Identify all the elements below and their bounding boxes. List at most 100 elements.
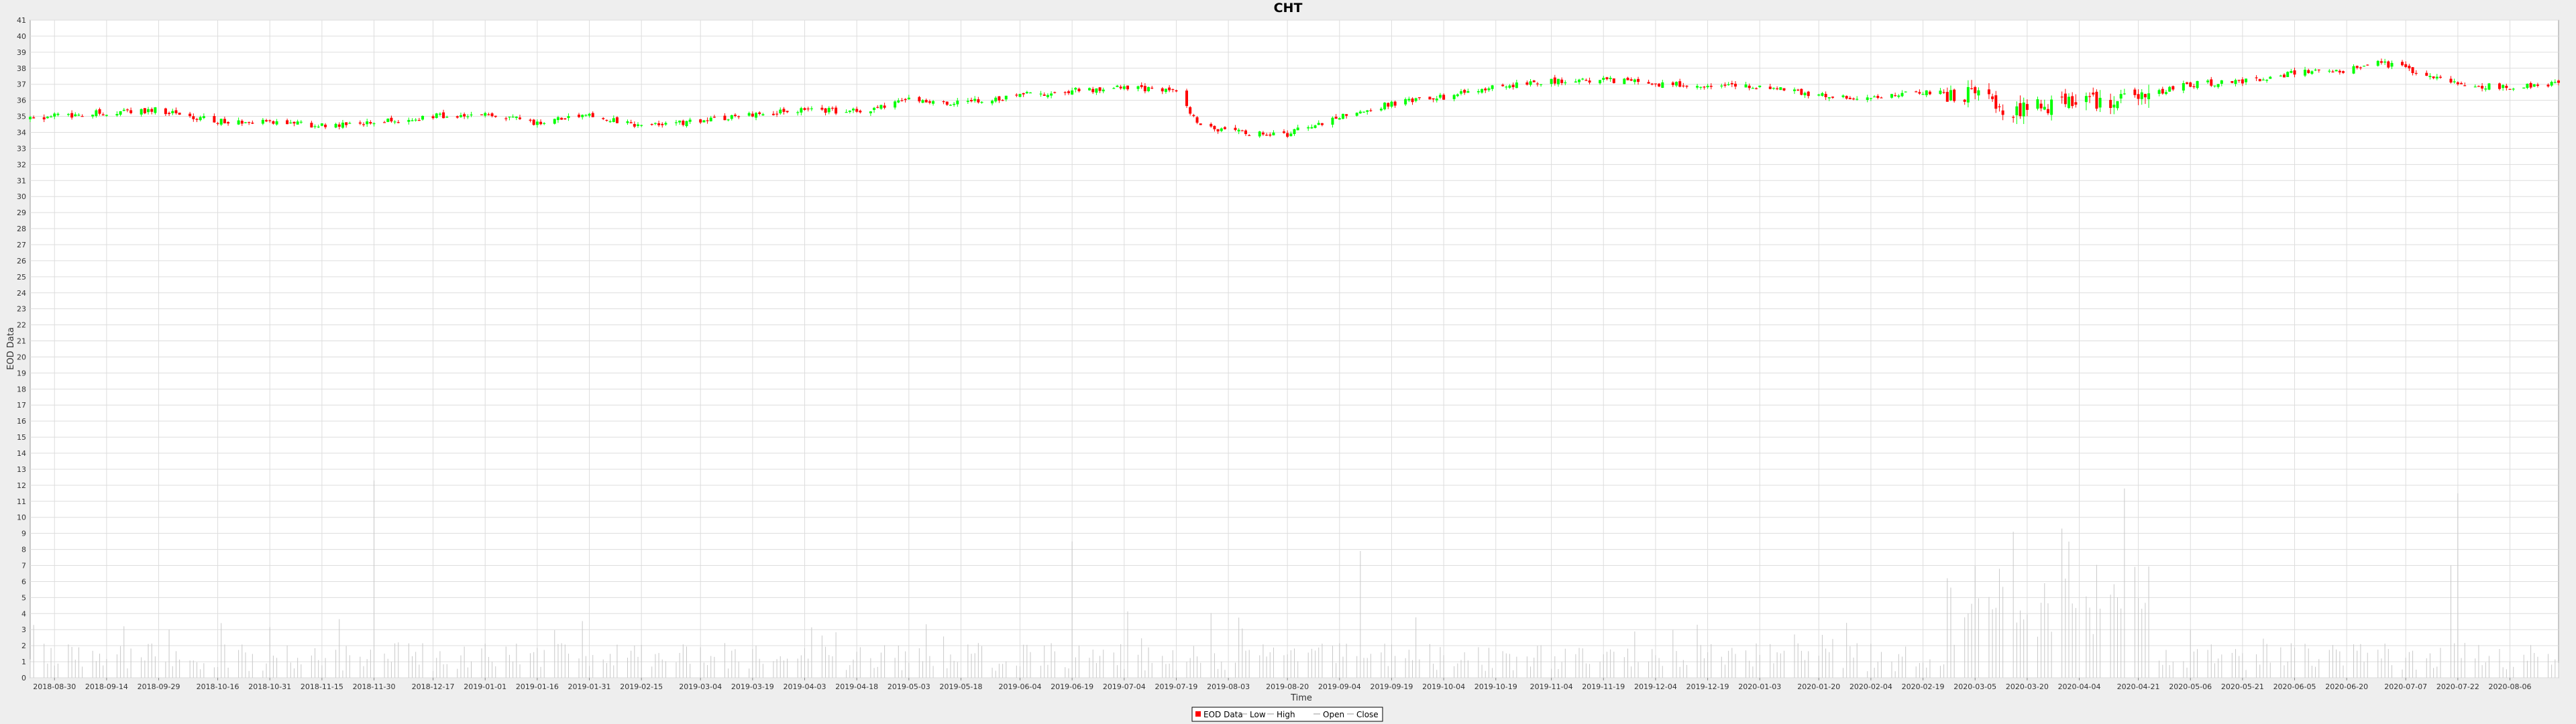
- candle-body: [1994, 95, 1998, 109]
- candle-body: [337, 124, 341, 127]
- candle-body: [1046, 95, 1049, 97]
- x-tick-label: 2019-07-19: [1155, 682, 1198, 691]
- candle-body: [53, 113, 56, 117]
- candle-body: [1744, 84, 1748, 88]
- candle-body: [2088, 96, 2092, 97]
- candle-body: [1313, 125, 1317, 128]
- candle-body: [1793, 89, 1796, 91]
- candle-body: [1088, 88, 1091, 90]
- candle-body: [2411, 67, 2414, 74]
- candle-body: [2387, 61, 2390, 68]
- candle-body: [612, 118, 615, 122]
- legend-box: [1191, 707, 1383, 722]
- candle-body: [2310, 71, 2314, 74]
- candle-body: [411, 120, 414, 121]
- candle-body: [2550, 82, 2553, 86]
- x-tick-label: 2019-09-04: [1318, 682, 1361, 691]
- candle-body: [1800, 88, 1803, 95]
- candle-body: [2290, 70, 2293, 73]
- y-tick-label: 41: [17, 16, 26, 25]
- candle-body: [1223, 127, 1226, 129]
- candle-body: [1460, 91, 1463, 94]
- candle-body: [2453, 81, 2456, 82]
- x-tick-label: 2019-02-15: [620, 682, 663, 691]
- legend-label-close: Close: [1356, 710, 1379, 719]
- candle-body: [966, 101, 969, 103]
- candle-body: [1366, 110, 1369, 112]
- candle-body: [1192, 115, 1195, 117]
- candle-body: [1237, 129, 1240, 132]
- candle-body: [56, 113, 60, 115]
- candle-body: [1095, 88, 1098, 93]
- candle-body: [1758, 85, 1762, 87]
- candle-body: [1261, 132, 1265, 135]
- candle-body: [2001, 110, 2004, 115]
- y-tick-label: 16: [17, 417, 26, 426]
- candle-body: [265, 120, 268, 122]
- candle-body: [2546, 84, 2550, 86]
- candle-body: [1258, 131, 1261, 137]
- candle-body: [1768, 86, 1772, 89]
- candle-body: [2502, 84, 2505, 88]
- candle-body: [1966, 86, 1970, 103]
- candle-body: [2456, 82, 2459, 84]
- candle-body: [782, 109, 786, 112]
- candle-body: [924, 100, 928, 103]
- candle-body: [91, 115, 95, 117]
- candle-body: [2171, 86, 2175, 90]
- candle-body: [699, 119, 702, 123]
- candle-body: [2112, 105, 2116, 108]
- candle-body: [800, 108, 803, 113]
- candle-body: [122, 109, 125, 111]
- candle-body: [1605, 77, 1609, 80]
- candle-body: [1317, 123, 1320, 125]
- candle-body: [1362, 111, 1366, 113]
- candle-body: [2283, 74, 2286, 78]
- candle-body: [1244, 130, 1248, 134]
- candle-body: [1581, 78, 1585, 80]
- candle-body: [296, 121, 299, 125]
- candle-body: [945, 101, 949, 105]
- candle-body: [1147, 86, 1150, 91]
- y-tick-label: 40: [17, 32, 26, 41]
- candle-body: [2435, 76, 2438, 79]
- candle-body: [386, 119, 390, 122]
- candle-body: [1091, 88, 1095, 93]
- x-tick-label: 2018-09-29: [138, 682, 180, 691]
- y-tick-label: 5: [21, 593, 26, 602]
- y-tick-label: 25: [17, 273, 26, 282]
- candle-body: [1525, 82, 1529, 85]
- candle-body: [310, 123, 313, 128]
- candle-body: [2328, 70, 2331, 72]
- y-tick-label: 13: [17, 465, 26, 474]
- candle-body: [1807, 91, 1810, 97]
- candle-body: [1063, 92, 1067, 93]
- candle-body: [1077, 88, 1081, 92]
- candle-body: [178, 113, 181, 115]
- candle-body: [2293, 70, 2296, 75]
- candle-body: [2161, 88, 2164, 94]
- candle-body: [98, 109, 101, 114]
- candle-body: [1369, 110, 1373, 111]
- candle-body: [1987, 89, 1990, 95]
- candle-body: [1269, 134, 1272, 136]
- candle-body: [640, 125, 643, 126]
- candle-body: [1674, 82, 1678, 86]
- candle-body: [2241, 79, 2244, 84]
- candle-body: [994, 97, 998, 102]
- candle-body: [115, 114, 119, 116]
- candle-body: [32, 117, 36, 119]
- candle-body: [2304, 70, 2307, 76]
- candle-body: [2210, 79, 2213, 86]
- candle-body: [657, 123, 661, 125]
- candle-body: [2019, 103, 2022, 117]
- candle-body: [650, 124, 653, 125]
- candle-body: [1529, 81, 1532, 85]
- candle-body: [2487, 83, 2491, 90]
- candle-body: [1945, 92, 1949, 102]
- candle-body: [921, 100, 924, 103]
- candle-body: [2498, 83, 2501, 89]
- candle-body: [664, 123, 667, 125]
- candle-body: [1341, 113, 1344, 119]
- candle-body: [1161, 88, 1164, 92]
